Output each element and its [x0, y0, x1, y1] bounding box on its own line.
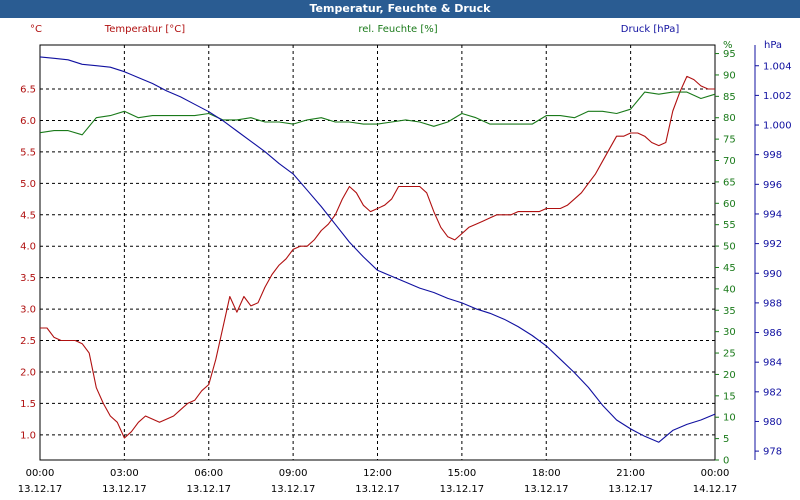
pressure-tick-label: 984 [763, 358, 782, 369]
x-tick-time: 18:00 [532, 468, 561, 479]
humidity-tick-label: 25 [723, 349, 736, 360]
series-line-temperature [40, 75, 715, 439]
humidity-tick-label: 65 [723, 177, 736, 188]
humidity-tick-label: 75 [723, 135, 736, 146]
pressure-tick-label: 980 [763, 417, 782, 428]
x-tick-date: 13.12.17 [18, 484, 63, 495]
temp-tick-label: 4.0 [20, 242, 36, 253]
humidity-tick-label: 35 [723, 306, 736, 317]
humidity-tick-label: 10 [723, 413, 736, 424]
pressure-tick-label: 992 [763, 239, 782, 250]
pressure-tick-label: 982 [763, 387, 782, 398]
humidity-tick-label: 55 [723, 220, 736, 231]
humidity-tick-label: 60 [723, 199, 736, 210]
humidity-tick-label: 95 [723, 49, 736, 60]
x-tick-date: 13.12.17 [271, 484, 316, 495]
humidity-tick-label: 50 [723, 242, 736, 253]
x-tick-date: 13.12.17 [186, 484, 231, 495]
temp-tick-label: 3.0 [20, 305, 36, 316]
axes-group: 00:00 13.12.17 03:00 13.12.17 06:00 13.12.17 0… [18, 45, 792, 495]
pressure-tick-label: 978 [763, 447, 782, 458]
series-line-humidity [39, 91, 716, 136]
temp-tick-label: 4.5 [20, 210, 36, 221]
x-tick-time: 21:00 [616, 468, 645, 479]
humidity-tick-label: 5 [723, 434, 729, 445]
x-tick-time: 09:00 [279, 468, 308, 479]
temp-tick-label: 2.5 [20, 336, 36, 347]
x-tick-time: 15:00 [447, 468, 476, 479]
humidity-tick-label: 30 [723, 327, 736, 338]
humidity-tick-label: 45 [723, 263, 736, 274]
x-tick-time: 06:00 [194, 468, 223, 479]
humidity-tick-label: 80 [723, 113, 736, 124]
temp-tick-label: 3.5 [20, 273, 36, 284]
plot-area [39, 44, 716, 461]
grid [40, 45, 715, 460]
humidity-tick-label: 15 [723, 391, 736, 402]
x-tick-date: 13.12.17 [608, 484, 653, 495]
temp-tick-label: 6.0 [20, 116, 36, 127]
x-tick-date: 13.12.17 [355, 484, 400, 495]
pressure-tick-label: 1.000 [763, 121, 792, 132]
temp-tick-label: 1.5 [20, 399, 36, 410]
pressure-axis-label: Druck [hPa] [621, 24, 680, 35]
x-tick-date: 13.12.17 [440, 484, 485, 495]
x-tick-time: 00:00 [701, 468, 730, 479]
pressure-tick-label: 986 [763, 328, 782, 339]
humidity-tick-label: 20 [723, 370, 736, 381]
series-group [39, 56, 716, 443]
temp-axis-label: Temperatur [°C] [104, 24, 185, 35]
x-tick-time: 12:00 [363, 468, 392, 479]
temp-unit: °C [30, 24, 42, 35]
x-tick-date: 13.12.17 [102, 484, 147, 495]
humidity-tick-label: 0 [723, 456, 729, 467]
temp-tick-label: 6.5 [20, 85, 36, 96]
x-tick-time: 00:00 [26, 468, 55, 479]
humidity-tick-label: 90 [723, 70, 736, 81]
pressure-unit: hPa [764, 40, 782, 51]
pressure-tick-label: 998 [763, 150, 782, 161]
x-tick-date: 14.12.17 [693, 484, 738, 495]
pressure-tick-label: 996 [763, 180, 782, 191]
humidity-unit: % [723, 40, 733, 51]
series-line-pressure [39, 56, 716, 443]
window-title: Temperatur, Feuchte & Druck [0, 0, 800, 18]
pressure-tick-label: 1.002 [763, 91, 792, 102]
temp-tick-label: 5.5 [20, 147, 36, 158]
x-tick-date: 13.12.17 [524, 484, 569, 495]
temp-tick-label: 5.0 [20, 179, 36, 190]
temp-tick-label: 1.0 [20, 430, 36, 441]
humidity-axis-label: rel. Feuchte [%] [358, 24, 437, 35]
pressure-tick-label: 988 [763, 298, 782, 309]
pressure-tick-label: 990 [763, 269, 782, 280]
humidity-tick-label: 85 [723, 92, 736, 103]
humidity-tick-label: 40 [723, 284, 736, 295]
x-tick-time: 03:00 [110, 468, 139, 479]
temp-tick-label: 2.0 [20, 367, 36, 378]
humidity-tick-label: 70 [723, 156, 736, 167]
pressure-tick-label: 1.004 [763, 61, 792, 72]
pressure-tick-label: 994 [763, 209, 782, 220]
